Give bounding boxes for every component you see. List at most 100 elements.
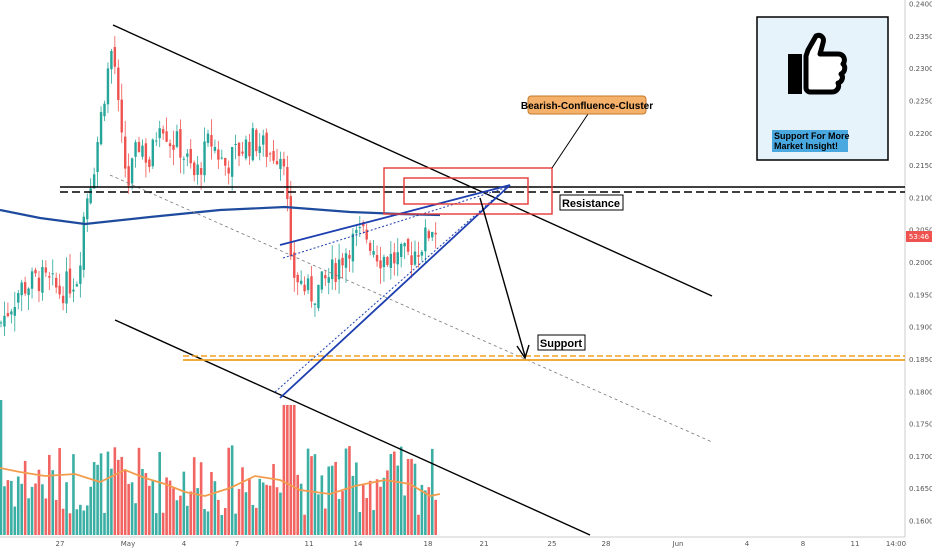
- volume-bar: [393, 451, 396, 535]
- volume-bar: [386, 470, 389, 535]
- candle-body: [382, 256, 386, 268]
- volume-bar: [3, 486, 6, 535]
- candle-body: [92, 174, 96, 189]
- candle-body: [386, 257, 389, 265]
- volume-bar: [186, 505, 189, 535]
- candle-body: [3, 315, 6, 327]
- candle-body: [396, 252, 399, 265]
- volume-bar: [37, 469, 41, 535]
- candle-body: [20, 282, 23, 296]
- candle-body: [286, 167, 289, 199]
- candle-body: [210, 135, 213, 147]
- candle-body: [10, 311, 13, 315]
- volume-bar: [161, 512, 165, 535]
- volume-bar: [406, 459, 410, 535]
- channel-upper-line: [112, 24, 713, 297]
- candle-body: [272, 151, 275, 161]
- candle-body: [89, 188, 92, 204]
- candle-body: [175, 131, 179, 147]
- thumbs-up-icon: [788, 32, 848, 95]
- candle-body: [365, 229, 368, 240]
- candle-body: [75, 284, 79, 287]
- volume-bar: [430, 448, 434, 535]
- time-tick-label: 7: [235, 540, 239, 548]
- wedge-lower-dotted: [274, 194, 499, 393]
- volume-bar: [255, 507, 258, 535]
- candle-body: [417, 255, 420, 257]
- volume-bar: [241, 467, 244, 535]
- volume-bar: [103, 512, 106, 535]
- volume-bar: [410, 458, 413, 535]
- candle-body: [96, 142, 99, 172]
- candle-body: [34, 269, 37, 274]
- volume-bar: [110, 468, 113, 535]
- volume-bar: [48, 454, 51, 535]
- candle-body: [130, 158, 134, 184]
- volume-bar: [137, 447, 141, 535]
- volume-bar: [13, 506, 17, 535]
- candle-body: [248, 141, 251, 157]
- wedge-upper-line: [279, 184, 511, 246]
- candle-body: [27, 288, 30, 296]
- price-tick-label: 0.16000: [909, 518, 932, 526]
- cluster-label-box: [527, 95, 647, 115]
- candle-body: [224, 157, 227, 166]
- volume-bar: [16, 476, 20, 535]
- candle-body: [327, 277, 330, 283]
- candle-body: [230, 146, 234, 177]
- candle-body: [244, 139, 248, 159]
- time-tick-label: 21: [480, 540, 489, 548]
- candle-body: [389, 253, 393, 268]
- volume-bar: [30, 486, 34, 535]
- candle-body: [137, 141, 141, 153]
- volume-bar: [127, 483, 130, 535]
- volume-bar: [151, 481, 155, 535]
- candle-body: [168, 143, 172, 147]
- volume-bar: [54, 499, 58, 535]
- volume-bar: [117, 459, 120, 535]
- volume-bar: [27, 498, 30, 535]
- candle-body: [82, 216, 85, 270]
- volume-bar: [141, 468, 144, 535]
- candle-body: [268, 153, 272, 155]
- time-tick-label: 28: [602, 540, 611, 548]
- volume-bar: [58, 448, 61, 535]
- candle-body: [320, 271, 324, 290]
- time-tick-label: 27: [56, 540, 65, 548]
- promo-panel[interactable]: Support For More Market Insight!: [756, 16, 889, 161]
- resistance-label-box: [559, 194, 624, 211]
- volume-bar: [427, 487, 431, 535]
- volume-bar: [223, 508, 227, 535]
- volume-bar: [189, 491, 193, 535]
- resistance-label: Resistance: [562, 198, 620, 210]
- volume-bar: [261, 482, 265, 535]
- candle-body: [117, 67, 120, 101]
- volume-bar: [272, 464, 275, 535]
- volume-bar: [120, 456, 124, 535]
- candle-body: [13, 307, 16, 316]
- wedge-lower-line: [279, 184, 511, 399]
- volume-bar: [396, 465, 400, 535]
- candle-body: [406, 239, 410, 252]
- time-tick-label: 11: [305, 540, 314, 548]
- volume-bar: [130, 482, 134, 535]
- candle-body: [393, 252, 396, 264]
- candle-body: [148, 159, 151, 167]
- candle-body: [355, 229, 358, 234]
- candle-body: [199, 168, 203, 175]
- candle-body: [158, 128, 161, 139]
- volume-bar: [292, 405, 296, 535]
- volume-bar: [217, 499, 220, 535]
- candle-body: [58, 285, 61, 295]
- volume-bar: [68, 513, 72, 535]
- volume-bar: [420, 484, 424, 535]
- volume-bar: [10, 480, 13, 535]
- candle-body: [51, 273, 54, 275]
- candle-body: [86, 198, 89, 220]
